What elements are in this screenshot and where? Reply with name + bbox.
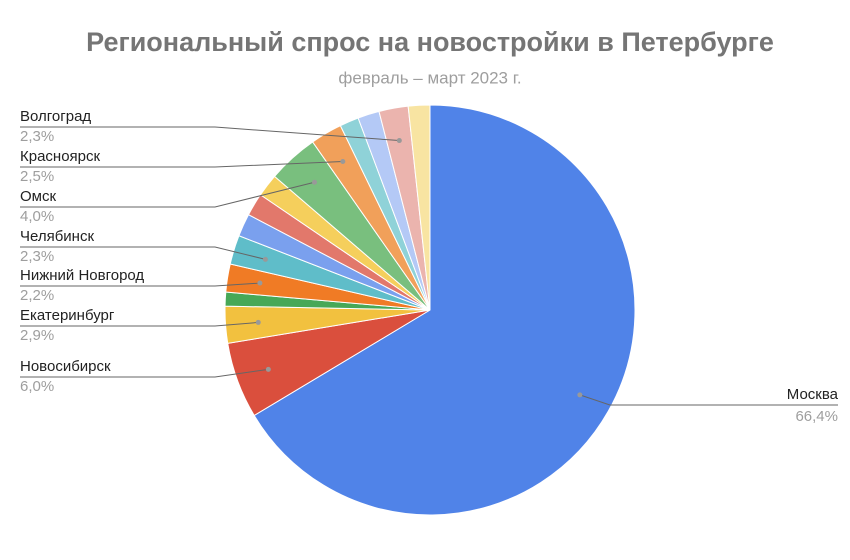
leader-dot: [340, 159, 346, 165]
leader-dot: [257, 280, 263, 286]
slice-label: Красноярск: [20, 148, 101, 165]
leader-dot: [265, 366, 271, 372]
leader-dot: [396, 138, 402, 144]
leader-line: [20, 246, 266, 260]
pie-slice: [407, 104, 431, 311]
slice-value-label: 6,0%: [20, 378, 54, 395]
leader-dot: [312, 179, 318, 185]
slice-label: Нижний Новгород: [20, 267, 144, 284]
leader-line: [20, 161, 343, 168]
leader-line: [20, 181, 315, 208]
slice-value-label: 2,3%: [20, 128, 54, 145]
slice-label: Омск: [20, 188, 56, 205]
chart-title: Региональный спрос на новостройки в Пете…: [86, 27, 774, 57]
leader-line: [20, 368, 269, 378]
leader-line: [20, 282, 260, 287]
leader-dot: [262, 256, 268, 262]
leader-line: [20, 126, 400, 142]
slice-label: Новосибирск: [20, 358, 111, 375]
leader-dot: [577, 392, 583, 398]
leader-line: [20, 321, 259, 327]
slice-value-label: 2,9%: [20, 327, 54, 344]
leader-line: [579, 394, 838, 406]
slice-label: Екатеринбург: [20, 307, 115, 324]
slice-value-label: 2,5%: [20, 168, 54, 185]
slice-label: Челябинск: [20, 228, 94, 245]
leader-dot: [255, 319, 261, 325]
slice-label: Волгоград: [20, 108, 91, 125]
slice-value-label: 66,4%: [795, 408, 838, 425]
slice-label: Москва: [787, 386, 839, 403]
slice-value-label: 2,2%: [20, 287, 54, 304]
chart-subtitle: февраль – март 2023 г.: [338, 68, 521, 87]
slice-value-label: 2,3%: [20, 248, 54, 265]
pie-slice: [253, 104, 636, 516]
slice-value-label: 4,0%: [20, 208, 54, 225]
